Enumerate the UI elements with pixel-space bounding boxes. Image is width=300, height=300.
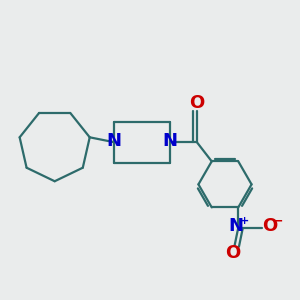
Text: N: N bbox=[163, 132, 178, 150]
Text: +: + bbox=[240, 216, 249, 226]
Text: O: O bbox=[225, 244, 241, 262]
Text: O: O bbox=[189, 94, 205, 112]
Text: N: N bbox=[106, 132, 122, 150]
Text: −: − bbox=[273, 215, 283, 228]
Text: N: N bbox=[228, 217, 243, 235]
Text: O: O bbox=[262, 217, 277, 235]
